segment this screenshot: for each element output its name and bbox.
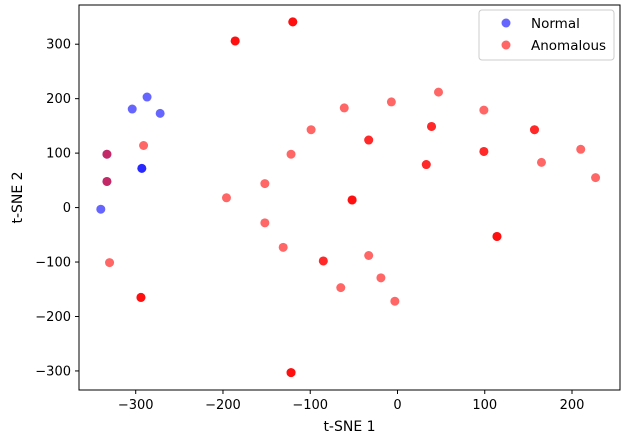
legend-label-anomalous: Anomalous <box>531 38 606 54</box>
x-tick-label-2: −100 <box>292 398 328 413</box>
point-anomalous-19 <box>278 242 288 252</box>
x-tick-label-4: 100 <box>472 398 497 413</box>
point-anomalous-12 <box>288 17 298 27</box>
point-anomalous-36 <box>421 160 431 170</box>
point-normal-3 <box>127 104 137 114</box>
points-layer <box>96 17 601 378</box>
point-anomalous-24 <box>336 283 346 293</box>
point-anomalous-25 <box>339 103 349 113</box>
x-tick-label-3: 0 <box>393 398 401 413</box>
x-tick-label-0: −300 <box>118 398 154 413</box>
point-anomalous-9 <box>230 36 240 46</box>
point-anomalous-17 <box>260 179 270 189</box>
point-anomalous-21 <box>306 125 316 135</box>
y-axis: −300 −200 −100 0 100 200 300 <box>35 38 79 379</box>
point-anomalous-48 <box>536 157 546 167</box>
y-tick-label-6: 300 <box>46 38 71 53</box>
point-anomalous-38 <box>427 121 437 131</box>
point-normal-4 <box>142 92 152 102</box>
point-anomalous-1 <box>102 149 112 159</box>
point-normal-5 <box>155 108 165 118</box>
point-anomalous-2 <box>105 258 115 268</box>
plot-frame <box>78 4 621 391</box>
x-tick-label-5: 200 <box>560 398 585 413</box>
point-anomalous-39 <box>434 87 443 97</box>
legend-box <box>478 9 615 61</box>
point-anomalous-31 <box>364 251 374 260</box>
y-tick-label-1: −200 <box>35 310 71 325</box>
legend-marker-anomalous <box>501 40 511 50</box>
point-anomalous-30 <box>364 135 374 145</box>
point-anomalous-23 <box>318 256 328 266</box>
y-tick-label-5: 200 <box>46 92 71 107</box>
point-anomalous-6 <box>136 292 146 302</box>
x-axis-label: t-SNE 1 <box>323 419 375 434</box>
point-anomalous-0 <box>102 176 112 186</box>
y-axis-label: t-SNE 2 <box>10 171 26 223</box>
point-anomalous-15 <box>286 368 296 378</box>
point-normal-0 <box>96 204 106 214</box>
legend-label-normal: Normal <box>531 16 580 32</box>
point-anomalous-42 <box>479 105 489 115</box>
y-tick-label-2: −100 <box>35 256 71 271</box>
point-anomalous-18 <box>260 218 270 228</box>
point-anomalous-45 <box>492 231 502 241</box>
y-tick-label-3: 0 <box>63 201 71 216</box>
x-axis: −300 −200 −100 0 100 200 <box>118 390 585 413</box>
point-anomalous-20 <box>286 149 296 159</box>
legend-marker-normal <box>501 18 511 28</box>
point-normal-7 <box>137 163 147 173</box>
x-tick-label-1: −200 <box>205 398 241 413</box>
point-anomalous-34 <box>390 296 400 306</box>
point-anomalous-41 <box>479 146 489 156</box>
point-anomalous-33 <box>386 97 396 107</box>
point-anomalous-3 <box>139 141 149 150</box>
point-anomalous-50 <box>591 173 601 183</box>
point-anomalous-49 <box>576 144 586 154</box>
point-anomalous-16 <box>221 193 231 203</box>
y-tick-label-4: 100 <box>46 147 71 162</box>
point-anomalous-32 <box>376 273 386 283</box>
point-anomalous-28 <box>347 195 357 205</box>
y-tick-label-0: −300 <box>35 364 71 379</box>
point-anomalous-47 <box>529 125 539 135</box>
legend: Normal Anomalous <box>478 9 615 61</box>
